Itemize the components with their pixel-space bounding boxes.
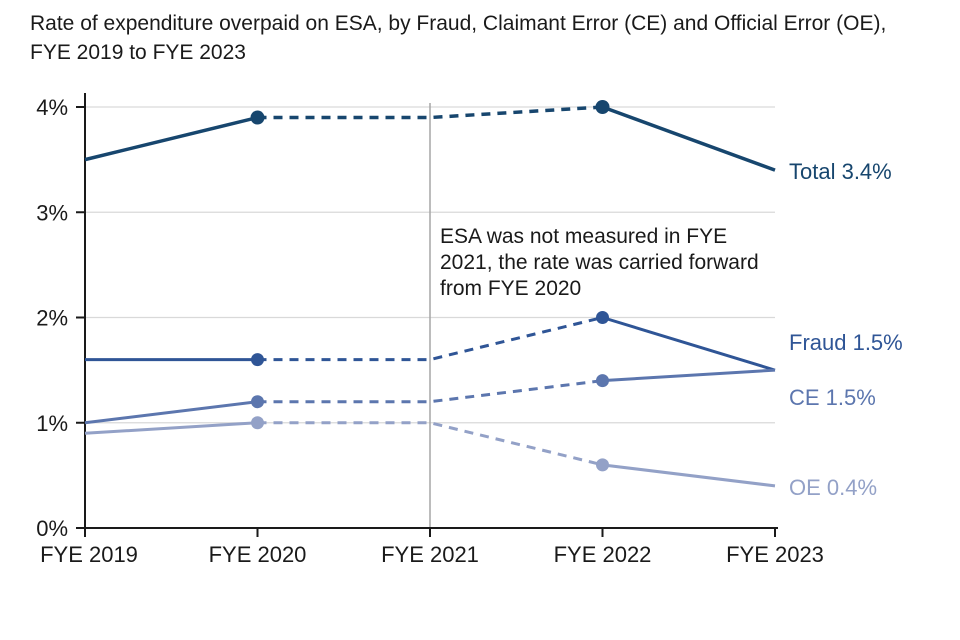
series-line-solid-oe — [84, 421, 258, 435]
x-tick-label: FYE 2021 — [381, 542, 479, 567]
series-marker-oe — [596, 458, 609, 472]
series-marker-oe — [251, 416, 264, 430]
series-marker-ce — [596, 374, 609, 388]
y-tick-label: 2% — [36, 306, 68, 331]
series-line-solid-ce — [84, 400, 258, 425]
y-tick-label: 0% — [36, 516, 68, 541]
x-tick-label: FYE 2023 — [726, 542, 824, 567]
series-marker-ce — [251, 395, 264, 409]
y-tick-label: 4% — [36, 95, 68, 120]
fye2021-annotation: ESA was not measured in FYE 2021, the ra… — [440, 225, 759, 301]
series-end-label-ce: CE 1.5% — [789, 385, 876, 411]
x-tick-label: FYE 2022 — [554, 542, 652, 567]
series-marker-fraud — [596, 311, 609, 324]
series-line-dashed-oe — [257, 421, 603, 467]
series-line-solid-total — [84, 115, 258, 162]
x-tick-label: FYE 2019 — [40, 542, 138, 567]
series-marker-total — [595, 100, 610, 114]
y-tick-label: 3% — [36, 200, 68, 225]
chart-title: Rate of expenditure overpaid on ESA, by … — [30, 12, 887, 64]
series-line-solid-fraud — [602, 316, 776, 372]
series-line-solid-ce — [602, 368, 776, 383]
series-end-label-oe: OE 0.4% — [789, 474, 878, 500]
y-tick-label: 1% — [36, 411, 68, 436]
x-tick-label: FYE 2020 — [209, 542, 307, 567]
series-end-label-fraud: Fraud 1.5% — [789, 330, 903, 356]
series-marker-fraud — [251, 353, 264, 367]
series-line-solid-oe — [602, 463, 776, 488]
series-end-label-total: Total 3.4% — [789, 159, 892, 185]
series-marker-total — [250, 110, 265, 125]
series-line-solid-total — [601, 105, 776, 172]
series-line-dashed-ce — [257, 379, 603, 404]
series-line-dashed-fraud — [257, 316, 603, 362]
